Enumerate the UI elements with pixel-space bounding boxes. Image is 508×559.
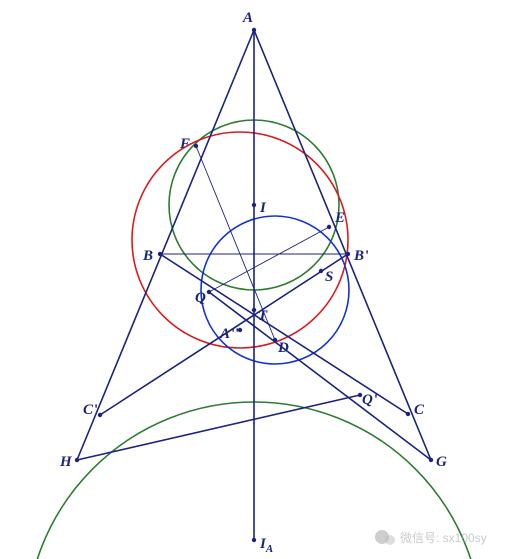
point-I: [252, 203, 256, 207]
point-T: [252, 308, 256, 312]
label-S: S: [325, 269, 333, 285]
label-Bp: B': [353, 248, 369, 264]
point-E: [327, 225, 331, 229]
label-Cp: C': [83, 402, 98, 418]
watermark-text: 微信号: sx100sy: [400, 531, 487, 545]
label-I: I: [259, 200, 267, 216]
point-D: [273, 338, 277, 342]
label-F: F: [179, 136, 190, 152]
point-A: [252, 28, 256, 32]
label-G: G: [436, 454, 447, 470]
point-G: [429, 458, 433, 462]
point-IA: [252, 538, 256, 542]
geometry-diagram: AFIEBB'SQTA''DC'Q'CHGIA微信号: sx100sy: [0, 0, 508, 559]
label-App: A'': [219, 326, 239, 342]
label-C: C: [414, 402, 425, 418]
point-Q: [207, 290, 211, 294]
label-Qp: Q': [362, 392, 378, 408]
point-C: [406, 412, 410, 416]
label-Q: Q: [195, 290, 206, 306]
label-D: D: [277, 340, 289, 356]
point-Bp: [346, 252, 350, 256]
point-F: [194, 144, 198, 148]
label-T: T: [258, 308, 268, 324]
point-S: [319, 269, 323, 273]
label-A: A: [242, 10, 253, 26]
label-B: B: [142, 248, 153, 264]
wechat-icon-2: [385, 535, 395, 545]
point-B: [158, 252, 162, 256]
label-H: H: [59, 454, 73, 470]
point-H: [75, 458, 79, 462]
point-Cp: [98, 413, 102, 417]
label-E: E: [334, 210, 345, 226]
